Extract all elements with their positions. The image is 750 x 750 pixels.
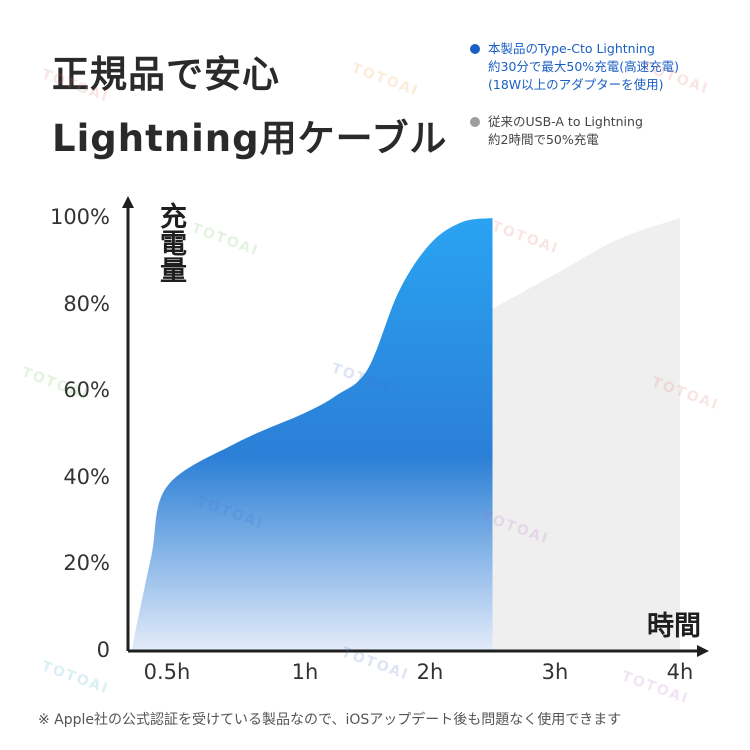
y-axis-label: 充電量: [155, 202, 186, 283]
legend-primary-line-3: (18W以上のアダプターを使用): [488, 77, 664, 92]
x-tick-label: 0.5h: [143, 660, 191, 684]
legend-primary-line-2: 約30分で最大50%充電(高速充電): [488, 59, 679, 74]
y-tick-label: 60%: [63, 378, 110, 403]
y-tick-label: 40%: [63, 464, 110, 489]
x-tick-label: 1h: [291, 660, 319, 684]
x-axis-label: 時間: [647, 611, 701, 642]
y-tick-label: 20%: [63, 551, 110, 576]
legend-primary-line-1: 本製品のType-Cto Lightning: [488, 41, 655, 56]
x-tick-label: 3h: [541, 660, 569, 684]
x-tick-label: 4h: [666, 660, 694, 684]
legend-secondary-dot: [470, 117, 480, 127]
title-line-1: 正規品で安心: [52, 53, 280, 96]
legend-secondary: 従来のUSB-A to Lightning 約2時間で50%充電: [470, 113, 643, 149]
y-axis-arrow: [122, 196, 134, 208]
y-tick-label: 0: [96, 638, 110, 662]
series-area-secondary: [492, 218, 680, 651]
footnote: ※ Apple社の公式認証を受けている製品なので、iOSアップデート後も問題なく…: [38, 712, 622, 728]
legend-primary-dot: [470, 44, 480, 54]
x-tick-label: 2h: [416, 660, 444, 684]
y-tick-label: 100%: [49, 205, 110, 229]
y-axis-label-text: 充電量: [155, 202, 186, 283]
legend-primary: 本製品のType-Cto Lightning 約30分で最大50%充電(高速充電…: [470, 40, 679, 94]
legend-secondary-line-2: 約2時間で50%充電: [488, 132, 599, 147]
x-axis-arrow: [697, 645, 709, 657]
title-line-2: Lightning用ケーブル: [52, 117, 448, 160]
legend-secondary-line-1: 従来のUSB-A to Lightning: [488, 114, 643, 129]
y-tick-label: 80%: [63, 291, 110, 316]
series-area-primary: [131, 218, 493, 651]
